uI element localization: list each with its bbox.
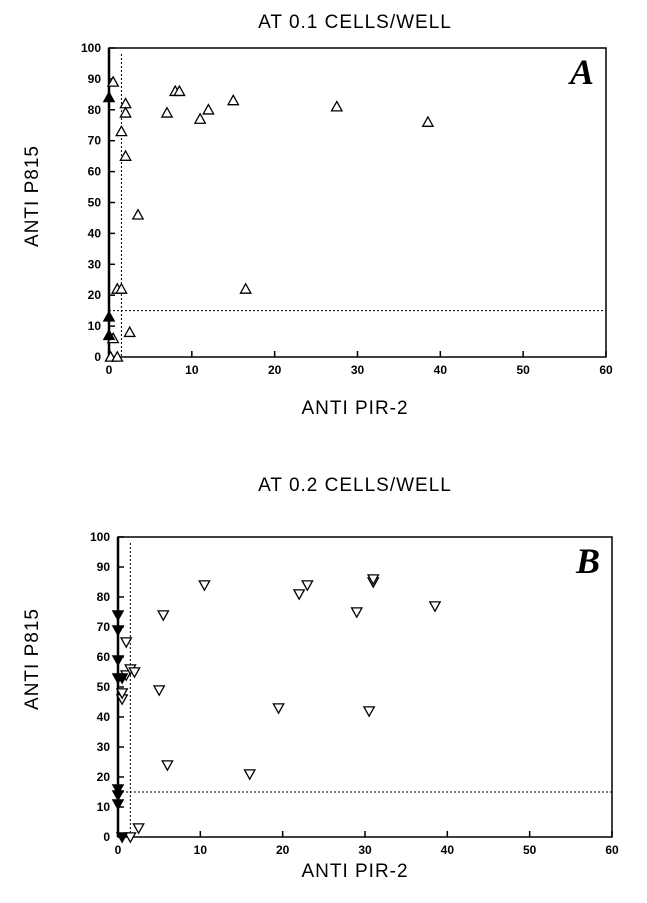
y-tick-label: 100: [81, 41, 101, 55]
x-tick-label: 10: [185, 363, 199, 377]
data-point: [173, 84, 186, 97]
data-point: [128, 667, 141, 679]
x-tick-label: 50: [523, 843, 537, 857]
data-point: [119, 149, 132, 161]
data-point: [132, 823, 145, 835]
y-tick-label: 30: [88, 257, 102, 271]
x-tick-label: 10: [194, 843, 208, 857]
data-point: [330, 100, 344, 112]
data-point: [111, 625, 125, 637]
x-tick-label: 60: [599, 363, 613, 377]
data-point: [362, 706, 376, 718]
y-tick-label: 80: [88, 103, 102, 117]
y-tick-label: 50: [97, 680, 111, 694]
y-tick-label: 90: [88, 72, 102, 86]
data-point: [123, 325, 137, 338]
x-tick-label: 30: [351, 363, 365, 377]
data-point: [226, 93, 240, 106]
data-point: [111, 784, 125, 796]
data-point: [119, 637, 133, 649]
scatter-plot-a: 0 10 20 30 40 50 60 70 80 90 100 0 10 20 30 40 50 60 A: [81, 41, 613, 377]
data-point: [160, 106, 174, 118]
x-axis-label: ANTI PIR-2: [301, 861, 409, 882]
data-point: [131, 208, 145, 220]
data-point: [193, 112, 207, 124]
data-point: [124, 832, 137, 844]
data-point: [152, 685, 166, 697]
data-point: [239, 282, 252, 294]
y-tick-label: 0: [103, 830, 110, 844]
chart-panel-a: AT 0.1 CELLS/WELL ANTI P815 ANTI PIR-2 0…: [0, 0, 647, 440]
y-tick-label: 30: [97, 740, 111, 754]
x-tick-label: 0: [106, 363, 113, 377]
y-tick-label: 50: [88, 196, 102, 210]
data-point: [110, 350, 124, 362]
y-tick-label: 40: [88, 226, 102, 240]
data-point: [119, 106, 132, 118]
data-point: [156, 610, 170, 622]
x-axis-label: ANTI PIR-2: [301, 398, 409, 419]
x-tick-label: 30: [358, 843, 372, 857]
x-tick-label: 0: [115, 843, 122, 857]
data-point: [115, 282, 128, 294]
plot-frame: [117, 536, 613, 838]
data-point: [111, 790, 125, 802]
data-point: [350, 607, 364, 619]
y-tick-label: 80: [97, 590, 111, 604]
data-point: [111, 799, 125, 811]
y-tick-label: 20: [97, 770, 111, 784]
y-tick-label: 0: [94, 350, 101, 364]
x-tick-label: 50: [516, 363, 530, 377]
data-point: [102, 310, 116, 322]
y-tick-label: 40: [97, 710, 111, 724]
x-tick-label: 20: [268, 363, 282, 377]
y-tick-label: 60: [88, 165, 102, 179]
x-tick-label: 40: [434, 363, 448, 377]
y-tick-label: 10: [88, 319, 102, 333]
data-point: [202, 103, 215, 115]
scatter-plot-b: 0 10 20 30 40 50 60 70 80 90 100 0 10 20 30 40 50 60 B: [90, 530, 619, 857]
data-point: [272, 703, 285, 715]
chart-title: AT 0.1 CELLS/WELL: [258, 12, 452, 33]
y-tick-label: 20: [88, 288, 102, 302]
data-point: [292, 589, 306, 601]
data-point: [102, 328, 116, 341]
x-tick-label: 40: [441, 843, 455, 857]
data-point: [243, 769, 257, 781]
panel-label: A: [568, 52, 594, 92]
data-point: [115, 832, 129, 844]
data-point: [111, 610, 125, 622]
data-point: [102, 90, 116, 103]
y-tick-label: 100: [90, 530, 110, 544]
y-tick-label: 10: [97, 800, 111, 814]
data-point: [421, 115, 435, 127]
chart-panel-b: AT 0.2 CELLS/WELL ANTI P815 ANTI PIR-2 0…: [0, 463, 647, 903]
panel-label: B: [575, 541, 600, 581]
data-point: [115, 673, 129, 685]
data-point: [198, 580, 211, 592]
data-point: [366, 574, 380, 586]
data-point: [161, 760, 174, 772]
y-tick-label: 70: [88, 134, 102, 148]
data-point: [115, 688, 129, 700]
y-tick-label: 60: [97, 650, 111, 664]
data-point: [115, 124, 128, 137]
x-tick-label: 20: [276, 843, 290, 857]
y-tick-label: 90: [97, 560, 111, 574]
chart-title: AT 0.2 CELLS/WELL: [258, 475, 452, 496]
data-point: [106, 75, 120, 87]
data-point: [428, 601, 442, 613]
x-tick-label: 60: [605, 843, 619, 857]
data-point: [111, 655, 125, 667]
y-tick-label: 70: [97, 620, 111, 634]
data-point: [301, 580, 314, 592]
